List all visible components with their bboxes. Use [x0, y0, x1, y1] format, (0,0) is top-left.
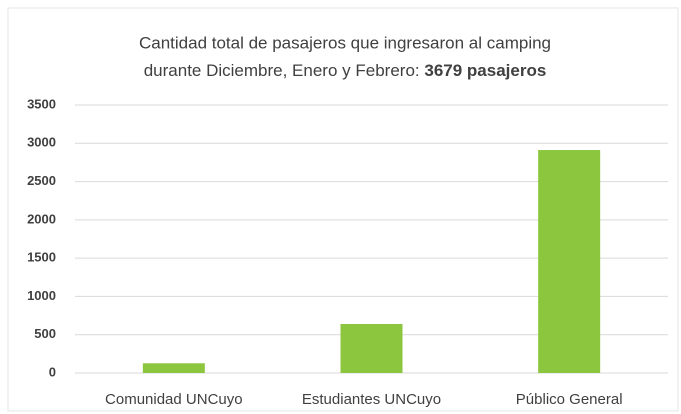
y-tick-label: 2500: [27, 173, 56, 188]
bar: [538, 150, 601, 373]
y-tick-label: 1500: [27, 250, 56, 265]
y-tick-label: 2000: [27, 211, 56, 226]
y-tick-label: 3000: [27, 135, 56, 150]
chart-title-total: 3679 pasajeros: [424, 61, 546, 80]
x-tick-label: Estudiantes UNCuyo: [302, 391, 441, 408]
bar: [340, 323, 403, 373]
x-tick-label: Público General: [516, 391, 623, 408]
y-tick-label: 500: [34, 326, 56, 341]
bar: [142, 363, 205, 373]
chart-title: durante Diciembre, Enero y Febrero: 3679…: [144, 61, 547, 80]
y-tick-label: 0: [49, 364, 56, 379]
y-tick-label: 1000: [27, 288, 56, 303]
chart-title: Cantidad total de pasajeros que ingresar…: [139, 33, 551, 52]
chart-border: [7, 7, 679, 412]
chart-title: durante Diciembre, Enero y Febrero:: [144, 61, 420, 80]
y-tick-label: 3500: [27, 96, 56, 111]
x-tick-label: Comunidad UNCuyo: [105, 391, 243, 408]
